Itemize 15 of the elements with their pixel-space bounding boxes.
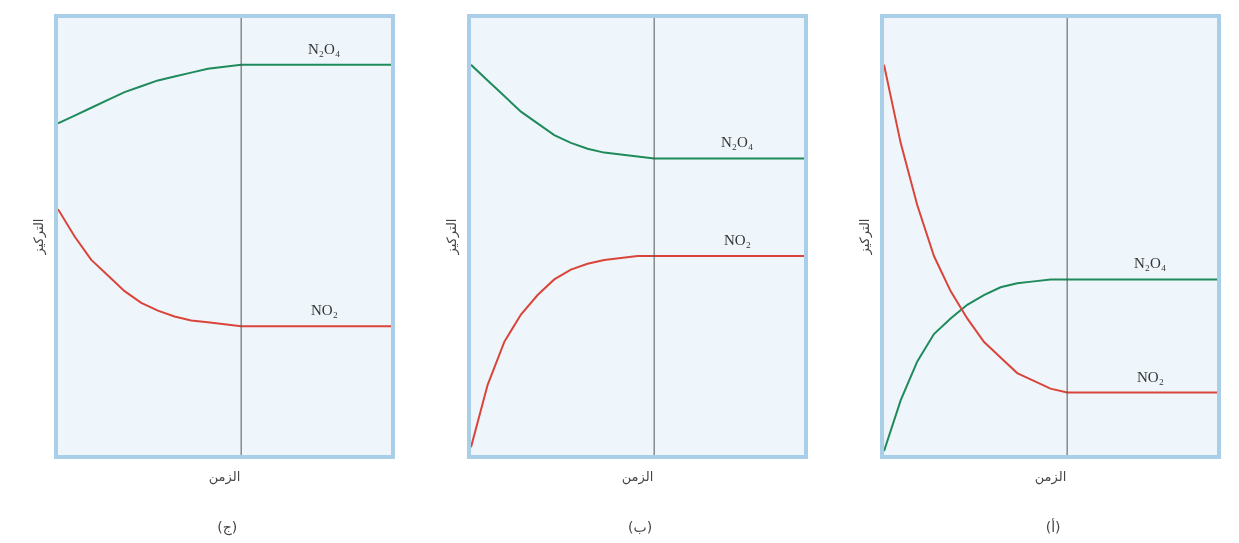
y-axis-title: التركيز	[444, 218, 461, 256]
x-axis-title: الزمن	[208, 468, 241, 485]
series-label: NO₂	[724, 232, 751, 248]
text: (ج)	[217, 519, 238, 537]
text: (أ)	[1045, 518, 1061, 536]
x-axis-title: الزمن	[621, 468, 654, 485]
text: (ب)	[628, 519, 653, 536]
series-label: N₂O₄	[1134, 255, 1167, 271]
y-axis-title: التركيز	[31, 218, 48, 256]
series-label: NO₂	[1137, 369, 1164, 385]
series-label: NO₂	[311, 302, 338, 318]
series-label: N₂O₄	[308, 41, 341, 57]
x-axis-title: الزمن	[1034, 468, 1067, 485]
series-label: N₂O₄	[721, 134, 754, 150]
y-axis-title: التركيز	[857, 218, 874, 256]
